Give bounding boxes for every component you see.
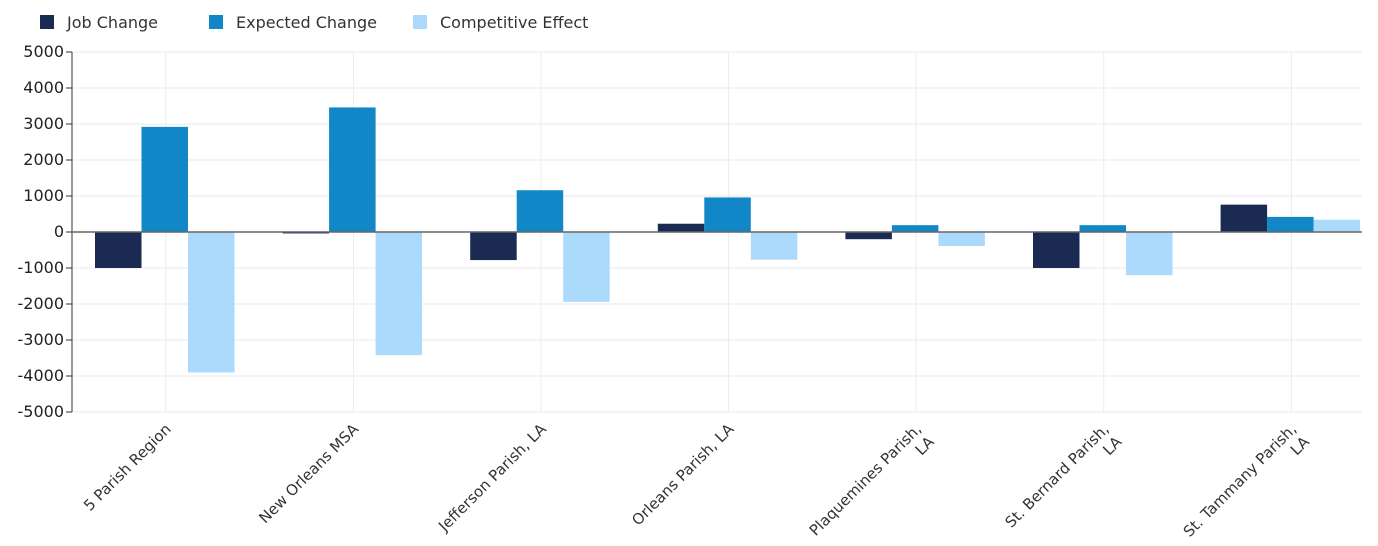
bar-competitive-effect[interactable] xyxy=(750,232,798,260)
x-category-label: Plaquemines Parish,LA xyxy=(806,420,939,539)
y-tick-label: 0 xyxy=(54,222,64,241)
bar-competitive-effect[interactable] xyxy=(1313,219,1361,232)
bar-job-change[interactable] xyxy=(95,232,142,268)
bar-job-change[interactable] xyxy=(845,232,892,240)
bar-job-change[interactable] xyxy=(470,232,517,261)
y-tick-label: -1000 xyxy=(18,258,65,277)
y-tick-label: -5000 xyxy=(18,402,65,421)
bar-competitive-effect[interactable] xyxy=(563,232,610,302)
x-category-label: New Orleans MSA xyxy=(255,420,362,527)
bar-expected-change[interactable] xyxy=(329,107,376,232)
x-category-label: St. Bernard Parish,LA xyxy=(1001,420,1125,531)
y-tick-label: -2000 xyxy=(18,294,65,313)
y-tick-label: 1000 xyxy=(23,186,64,205)
y-tick-label: 2000 xyxy=(23,150,64,169)
x-category-label: Jefferson Parish, LA xyxy=(434,420,550,536)
legend-label[interactable]: Expected Change xyxy=(236,13,377,32)
bar-expected-change[interactable] xyxy=(704,197,751,232)
bar-job-change[interactable] xyxy=(1220,204,1268,232)
x-category-label: Orleans Parish, LA xyxy=(628,420,738,530)
x-category-line: Plaquemines Parish, xyxy=(806,420,925,539)
bar-expected-change[interactable] xyxy=(141,126,189,232)
bar-competitive-effect[interactable] xyxy=(1126,232,1173,276)
y-tick-label: -4000 xyxy=(18,366,65,385)
x-category-line: Jefferson Parish, LA xyxy=(434,420,550,536)
bar-job-change[interactable] xyxy=(1033,232,1080,268)
y-tick-label: 3000 xyxy=(23,114,64,133)
bar-competitive-effect[interactable] xyxy=(938,232,985,247)
bar-expected-change[interactable] xyxy=(516,190,564,232)
x-category-label: 5 Parish Region xyxy=(80,420,175,515)
bar-expected-change[interactable] xyxy=(1079,225,1127,232)
y-tick-label: -3000 xyxy=(18,330,65,349)
x-category-line: Orleans Parish, LA xyxy=(628,420,738,530)
bar-competitive-effect[interactable] xyxy=(188,232,235,373)
legend-label[interactable]: Competitive Effect xyxy=(440,13,588,32)
legend-label[interactable]: Job Change xyxy=(66,13,158,32)
x-category-line: St. Bernard Parish, xyxy=(1001,420,1112,531)
x-category-label: St. Tammany Parish,LA xyxy=(1180,420,1314,540)
legend-swatch[interactable] xyxy=(209,15,223,29)
y-tick-label: 5000 xyxy=(23,42,64,61)
bar-expected-change[interactable] xyxy=(1267,216,1314,232)
bar-competitive-effect[interactable] xyxy=(375,232,423,356)
x-category-line: St. Tammany Parish, xyxy=(1180,420,1300,540)
y-tick-label: 4000 xyxy=(23,78,64,97)
bar-job-change[interactable] xyxy=(657,223,705,232)
bar-expected-change[interactable] xyxy=(891,225,939,232)
legend-swatch[interactable] xyxy=(40,15,54,29)
x-category-line: 5 Parish Region xyxy=(80,420,175,515)
x-category-line: New Orleans MSA xyxy=(255,420,362,527)
legend-swatch[interactable] xyxy=(413,15,427,29)
